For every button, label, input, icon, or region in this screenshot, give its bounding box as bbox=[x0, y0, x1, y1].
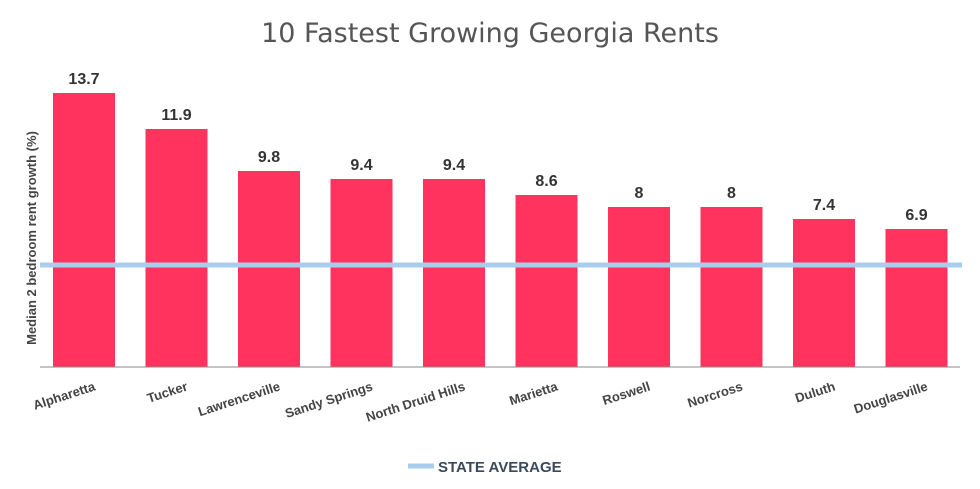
chart-title: 10 Fastest Growing Georgia Rents bbox=[261, 18, 719, 49]
bar-roswell bbox=[608, 207, 670, 367]
bar-lawrenceville bbox=[238, 171, 300, 367]
x-tick-label-norcross: Norcross bbox=[686, 379, 745, 411]
legend: STATE AVERAGE bbox=[408, 459, 562, 476]
value-label-sandy-springs: 9.4 bbox=[350, 157, 372, 174]
value-label-roswell: 8 bbox=[635, 185, 644, 202]
bar-douglasville bbox=[885, 229, 948, 367]
value-label-lawrenceville: 9.8 bbox=[258, 149, 280, 166]
value-label-douglasville: 6.9 bbox=[905, 207, 927, 224]
x-tick-label-tucker: Tucker bbox=[145, 379, 189, 406]
bar-alpharetta bbox=[53, 93, 115, 367]
bars-group bbox=[53, 93, 948, 367]
x-tick-label-sandy-springs: Sandy Springs bbox=[283, 379, 374, 421]
bar-sandy-springs bbox=[330, 179, 393, 367]
value-label-north-druid-hills: 9.4 bbox=[443, 157, 465, 174]
x-tick-label-duluth: Duluth bbox=[793, 379, 837, 406]
value-label-tucker: 11.9 bbox=[161, 107, 191, 124]
bar-duluth bbox=[793, 219, 855, 367]
x-tick-label-roswell: Roswell bbox=[601, 379, 652, 408]
x-tick-label-north-druid-hills: North Druid Hills bbox=[364, 379, 467, 425]
x-tick-label-alpharetta: Alpharetta bbox=[31, 378, 98, 412]
y-axis-label: Median 2 bedroom rent growth (%) bbox=[24, 131, 39, 345]
bar-norcross bbox=[700, 207, 763, 367]
value-label-norcross: 8 bbox=[727, 185, 736, 202]
value-labels-group: 13.7 11.9 9.8 9.4 9.4 8.6 8 8 7.4 6.9 bbox=[68, 71, 927, 224]
x-tick-label-lawrenceville: Lawrenceville bbox=[196, 379, 282, 420]
bar-marietta bbox=[515, 195, 578, 367]
x-tick-label-douglasville: Douglasville bbox=[852, 379, 929, 417]
value-label-marietta: 8.6 bbox=[535, 173, 557, 190]
value-label-duluth: 7.4 bbox=[813, 197, 835, 214]
legend-label-state-average: STATE AVERAGE bbox=[438, 459, 562, 476]
bar-north-druid-hills bbox=[423, 179, 485, 367]
bar-tucker bbox=[145, 129, 208, 367]
tick-labels-group: Alpharetta Tucker Lawrenceville Sandy Sprin… bbox=[31, 378, 929, 424]
x-tick-label-marietta: Marietta bbox=[507, 378, 560, 408]
value-label-alpharetta: 13.7 bbox=[68, 71, 99, 88]
